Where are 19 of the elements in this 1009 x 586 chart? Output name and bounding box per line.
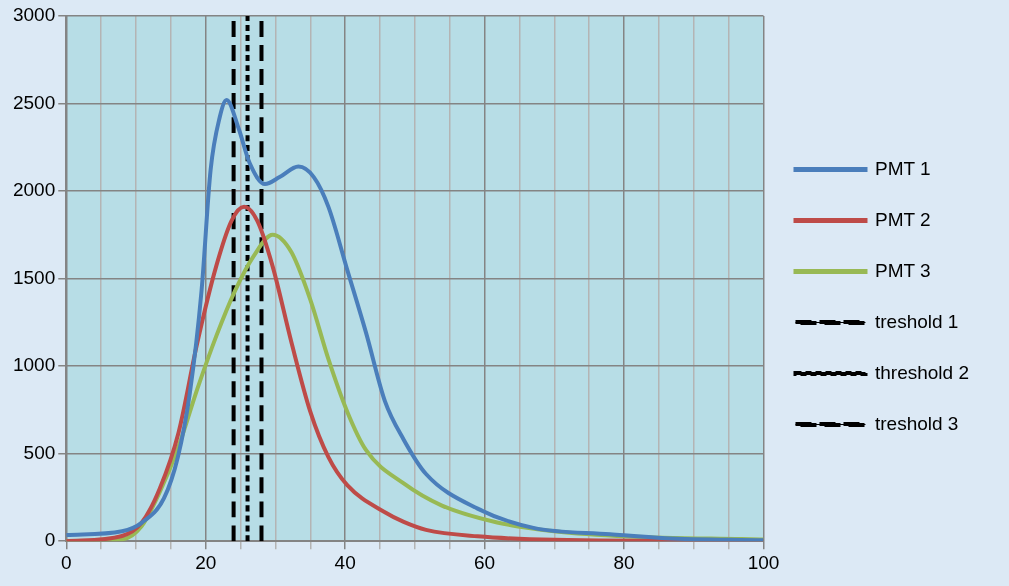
legend-label: treshold 1	[874, 310, 959, 332]
y-tick-label: 0	[44, 529, 56, 551]
legend-label: PMT 3	[874, 259, 931, 281]
y-tick-label: 1500	[12, 266, 56, 288]
x-tick-label: 60	[474, 551, 496, 573]
y-tick-label: 2500	[12, 91, 56, 113]
legend-label: threshold 2	[874, 361, 970, 383]
legend-label: treshold 3	[874, 412, 959, 434]
x-tick-label: 0	[60, 551, 72, 573]
x-tick-label: 20	[195, 551, 217, 573]
y-tick-label: 3000	[12, 4, 56, 26]
x-tick-label: 100	[747, 551, 780, 573]
y-tick-label: 2000	[12, 179, 56, 201]
y-tick-label: 500	[23, 441, 56, 463]
x-tick-label: 80	[613, 551, 635, 573]
y-tick-label: 1000	[12, 354, 56, 376]
x-tick-label: 40	[334, 551, 356, 573]
legend-label: PMT 1	[874, 157, 931, 179]
legend-label: PMT 2	[874, 208, 931, 230]
